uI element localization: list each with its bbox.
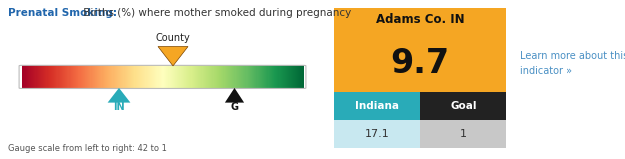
Bar — [334, 120, 420, 148]
Text: IN: IN — [113, 102, 125, 112]
Text: 9.7: 9.7 — [391, 47, 450, 80]
Polygon shape — [158, 47, 188, 66]
Bar — [334, 8, 506, 92]
Text: Indiana: Indiana — [356, 101, 399, 111]
Text: Births (%) where mother smoked during pregnancy: Births (%) where mother smoked during pr… — [80, 8, 351, 18]
Text: Learn more about this
indicator »: Learn more about this indicator » — [520, 51, 625, 76]
Text: 17.1: 17.1 — [365, 129, 390, 139]
Polygon shape — [225, 88, 244, 103]
Text: 1: 1 — [460, 129, 467, 139]
Text: County: County — [156, 33, 191, 43]
Bar — [334, 92, 420, 120]
Text: Adams Co. IN: Adams Co. IN — [376, 13, 464, 26]
Polygon shape — [107, 88, 131, 103]
Bar — [420, 120, 506, 148]
Text: Prenatal Smoking:: Prenatal Smoking: — [8, 8, 116, 18]
Text: Gauge scale from left to right: 42 to 1: Gauge scale from left to right: 42 to 1 — [8, 144, 166, 153]
Text: G: G — [231, 102, 239, 112]
Bar — [420, 92, 506, 120]
Text: Goal: Goal — [450, 101, 476, 111]
